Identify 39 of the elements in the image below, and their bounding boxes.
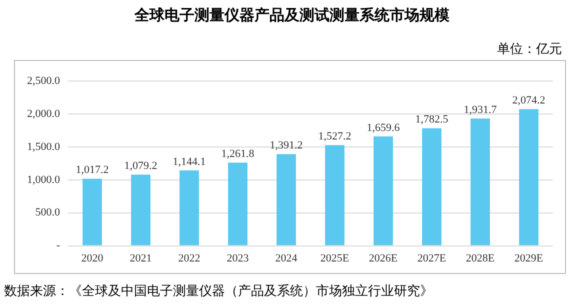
source-note: 数据来源：《全球及中国电子测量仪器（产品及系统）市场独立行业研究》 (4, 282, 433, 300)
bar (228, 162, 248, 246)
y-tick-label: 2,000.0 (27, 108, 60, 120)
x-tick-label: 2021 (130, 252, 152, 264)
data-label: 1,261.8 (221, 148, 255, 160)
data-label: 1,391.2 (270, 139, 303, 152)
data-label: 1,079.2 (124, 160, 158, 172)
x-tick-label: 2026E (368, 252, 398, 264)
x-tick-label: 2023 (226, 252, 250, 264)
y-tick-label: - (56, 240, 60, 252)
y-tick-label: 500.0 (35, 206, 60, 219)
x-tick-label: 2022 (178, 252, 200, 264)
bar (519, 109, 538, 246)
data-label: 1,017.2 (76, 164, 109, 176)
x-tick-label: 2029E (514, 252, 544, 264)
bar (82, 178, 102, 246)
bar (374, 136, 393, 246)
y-tick-label: 1,000.0 (27, 174, 60, 186)
bar (276, 154, 296, 246)
x-tick-label: 2020 (81, 252, 104, 264)
data-label: 1,659.6 (366, 122, 400, 134)
x-tick-label: 2028E (466, 252, 495, 264)
data-label: 1,931.7 (464, 104, 498, 116)
data-label: 2,074.2 (512, 94, 546, 106)
bar (470, 118, 490, 246)
bar (422, 128, 442, 246)
text: 单位：亿元 (497, 40, 562, 58)
x-tick-label: 2024 (275, 252, 298, 264)
data-label: 1,782.5 (415, 114, 449, 126)
y-tick-label: 2,500.0 (27, 74, 60, 87)
bar (131, 174, 150, 246)
x-tick-label: 2027E (417, 252, 446, 264)
bar (180, 170, 199, 246)
y-tick-label: 1,500.0 (27, 140, 60, 153)
bar (325, 145, 344, 246)
x-tick-label: 2025E (320, 252, 350, 264)
data-label: 1,527.2 (318, 130, 352, 143)
chart-title: 全球电子测量仪器产品及测试测量系统市场规模 (133, 6, 450, 25)
data-label: 1,144.1 (172, 156, 206, 168)
